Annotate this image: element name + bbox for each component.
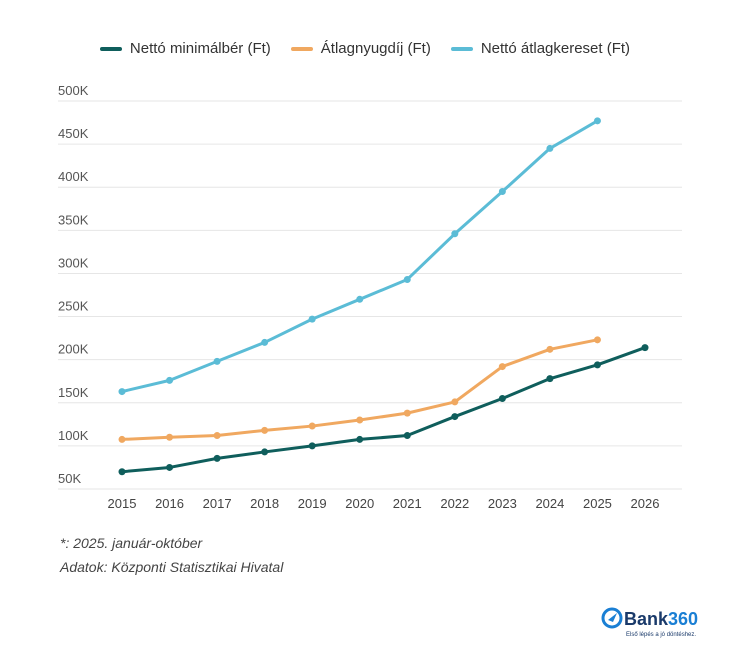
y-tick-label: 150K	[58, 385, 89, 400]
data-point	[261, 338, 269, 346]
x-tick-label: 2023	[488, 496, 517, 511]
bank360-logo: Bank360 Első lépés a jó döntéshez.	[600, 605, 710, 645]
data-point	[451, 398, 459, 406]
y-tick-label: 50K	[58, 471, 81, 486]
data-point	[166, 433, 174, 441]
y-tick-label: 250K	[58, 299, 89, 314]
data-point	[356, 295, 364, 303]
y-tick-label: 200K	[58, 342, 89, 357]
data-point	[546, 144, 554, 152]
x-tick-label: 2020	[345, 496, 374, 511]
legend-item: Átlagnyugdíj (Ft)	[290, 40, 431, 57]
legend-item: Nettó minimálbér (Ft)	[99, 40, 271, 57]
legend-item: Nettó átlagkereset (Ft)	[450, 40, 631, 57]
source-note: Adatok: Központi Statisztikai Hivatal	[60, 559, 284, 575]
data-point	[261, 426, 269, 434]
data-point	[403, 275, 411, 283]
legend-label: Nettó minimálbér (Ft)	[129, 40, 271, 57]
legend-label: Átlagnyugdíj (Ft)	[320, 40, 431, 57]
legend: Nettó minimálbér (Ft) Átlagnyugdíj (Ft) …	[0, 40, 730, 57]
svg-text:Bank360: Bank360	[624, 609, 698, 629]
data-point	[593, 336, 601, 344]
y-tick-label: 300K	[58, 255, 89, 270]
data-point	[498, 394, 506, 402]
legend-swatch	[450, 46, 473, 51]
y-tick-label: 100K	[58, 428, 89, 443]
data-point	[213, 454, 221, 462]
x-tick-label: 2026	[631, 496, 660, 511]
legend-swatch	[99, 46, 122, 51]
data-point	[498, 188, 506, 196]
data-point	[261, 448, 269, 456]
svg-text:Első lépés a jó döntéshez.: Első lépés a jó döntéshez.	[626, 632, 696, 638]
legend-swatch	[290, 46, 313, 51]
x-tick-label: 2015	[108, 496, 137, 511]
y-tick-label: 350K	[58, 212, 89, 227]
x-tick-label: 2019	[298, 496, 327, 511]
data-point	[403, 409, 411, 417]
data-point	[546, 345, 554, 353]
data-point	[593, 361, 601, 369]
data-point	[118, 468, 126, 476]
x-tick-label: 2017	[203, 496, 232, 511]
data-point	[118, 435, 126, 443]
data-point	[356, 435, 364, 443]
x-tick-label: 2016	[155, 496, 184, 511]
series-line	[121, 119, 599, 394]
y-tick-label: 400K	[58, 169, 89, 184]
legend-label: Nettó átlagkereset (Ft)	[480, 40, 631, 57]
x-tick-label: 2018	[250, 496, 279, 511]
data-point	[593, 117, 601, 125]
data-point	[213, 357, 221, 365]
y-tick-label: 500K	[58, 83, 89, 98]
line-chart: 50K 100K 150K 200K 250K 300K 350K 400K 450K 500K 2…	[58, 83, 682, 511]
data-point	[166, 376, 174, 384]
data-point	[451, 230, 459, 238]
data-point	[308, 315, 316, 323]
data-point	[308, 422, 316, 430]
x-tick-label: 2021	[393, 496, 422, 511]
data-point	[641, 344, 649, 352]
data-point	[451, 413, 459, 421]
data-point	[546, 375, 554, 383]
y-tick-label: 450K	[58, 126, 89, 141]
data-point	[356, 416, 364, 424]
data-point	[166, 463, 174, 471]
data-point	[403, 432, 411, 440]
data-point	[213, 432, 221, 440]
footnote: *: 2025. január-október	[60, 535, 203, 551]
data-point	[308, 442, 316, 450]
x-tick-label: 2025	[583, 496, 612, 511]
x-tick-label: 2024	[535, 496, 564, 511]
data-point	[498, 363, 506, 371]
series-line	[121, 346, 646, 474]
x-tick-label: 2022	[440, 496, 469, 511]
data-point	[118, 388, 126, 396]
